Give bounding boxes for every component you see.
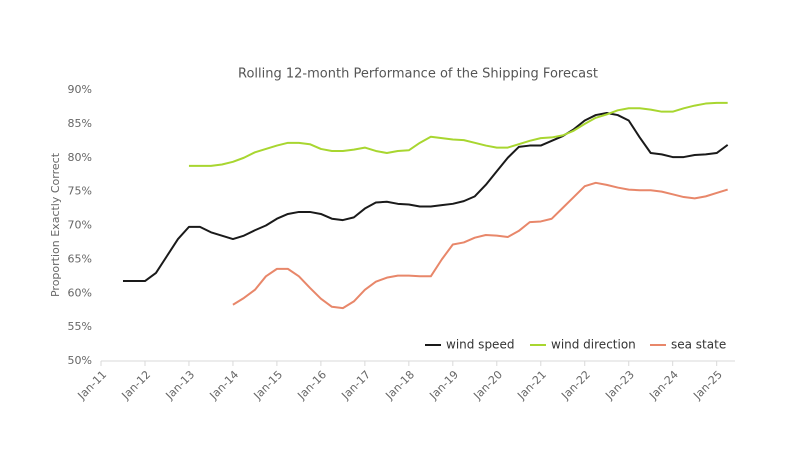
y-tick-label: 55%: [68, 320, 92, 333]
x-tick-label: Jan-18: [382, 368, 417, 403]
series-line: [188, 101, 728, 167]
x-tick-label: Jan-21: [514, 368, 549, 403]
x-tick-label: Jan-20: [470, 368, 505, 403]
series-line: [122, 112, 729, 283]
x-tick-label: Jan-17: [338, 368, 373, 403]
y-tick-label: 80%: [68, 151, 92, 164]
x-tick-label: Jan-24: [646, 368, 681, 403]
series-line: [232, 181, 728, 310]
x-tick-label: Jan-15: [251, 368, 286, 403]
y-tick-label: 65%: [68, 252, 92, 265]
legend-label: wind direction: [551, 338, 636, 352]
y-tick-label: 85%: [68, 117, 92, 130]
x-tick-label: Jan-14: [207, 368, 242, 403]
y-tick-label: 50%: [68, 354, 92, 367]
legend-label: wind speed: [446, 338, 514, 352]
y-tick-label: 75%: [68, 185, 92, 198]
x-tick-label: Jan-11: [75, 368, 110, 403]
x-tick-label: Jan-25: [690, 368, 725, 403]
x-tick-label: Jan-23: [602, 368, 637, 403]
y-tick-label: 60%: [68, 286, 92, 299]
chart-title: Rolling 12-month Performance of the Ship…: [238, 67, 598, 82]
x-tick-label: Jan-19: [426, 368, 461, 403]
y-tick-label: 90%: [68, 83, 92, 96]
x-tick-label: Jan-12: [119, 368, 154, 403]
y-axis-label: Proportion Exactly Correct: [49, 152, 62, 297]
x-tick-label: Jan-13: [163, 368, 198, 403]
y-tick-label: 70%: [68, 219, 92, 232]
legend-label: sea state: [671, 338, 726, 352]
x-tick-label: Jan-16: [295, 368, 330, 403]
x-tick-label: Jan-22: [558, 368, 593, 403]
